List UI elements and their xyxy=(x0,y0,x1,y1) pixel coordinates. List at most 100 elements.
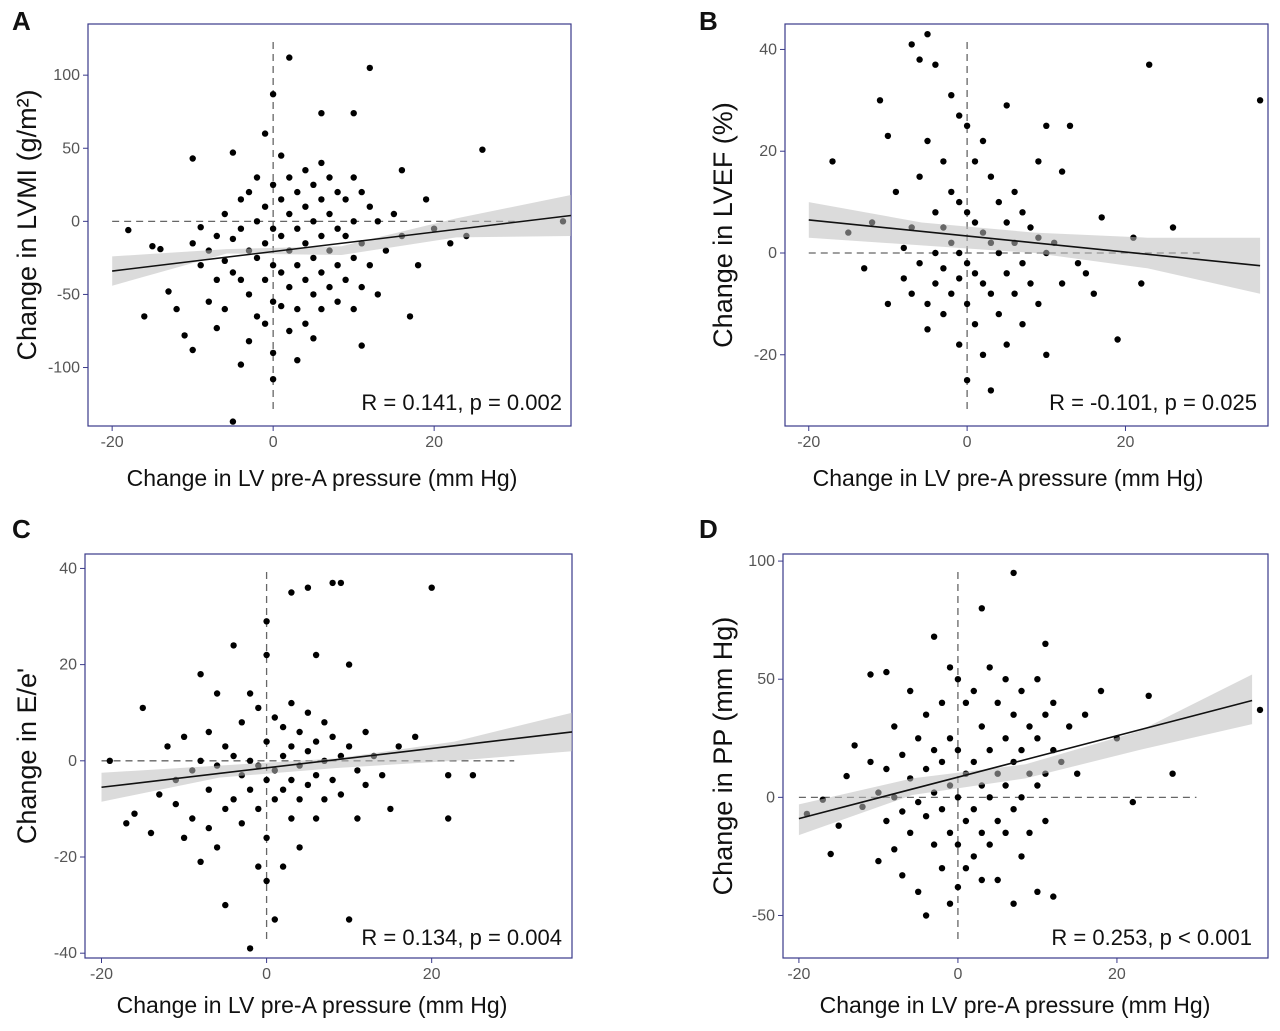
data-point xyxy=(1018,746,1025,754)
data-point xyxy=(924,137,931,145)
panel-a: A -100 -50 0 50 100 -20 0 20 Change in LVMI (g/… xyxy=(12,6,572,491)
data-point xyxy=(1019,321,1026,328)
y-axis-title: Change in E/e' xyxy=(12,668,42,844)
data-point xyxy=(948,92,955,99)
data-point xyxy=(1010,711,1017,718)
data-point xyxy=(197,262,204,269)
data-point xyxy=(979,280,987,287)
data-point xyxy=(345,743,353,750)
data-point xyxy=(900,275,907,282)
data-point xyxy=(123,820,130,827)
data-point xyxy=(987,290,995,297)
regression-line xyxy=(808,219,1261,267)
panel-b: B -20 0 20 40 -20 0 20 Change in LVEF (%) Chan… xyxy=(699,6,1269,491)
data-point xyxy=(310,254,317,262)
data-point xyxy=(238,719,245,726)
data-point xyxy=(915,888,922,895)
y-tick-label: 0 xyxy=(766,789,775,806)
data-point xyxy=(286,283,293,291)
data-point xyxy=(948,290,955,297)
data-point xyxy=(829,158,836,165)
data-point xyxy=(374,218,381,225)
data-point xyxy=(246,945,254,952)
data-point xyxy=(954,746,962,754)
data-point xyxy=(995,310,1002,318)
data-point xyxy=(1146,61,1153,68)
data-point xyxy=(125,226,132,234)
axis-ticks: -20 0 20 40 -20 0 20 xyxy=(754,41,1135,451)
data-point xyxy=(294,262,301,269)
data-point xyxy=(387,805,394,813)
data-point xyxy=(342,196,349,203)
data-point xyxy=(189,815,196,822)
data-point xyxy=(908,290,915,297)
data-point xyxy=(1002,782,1009,789)
data-point xyxy=(354,815,361,822)
x-tick-label: 20 xyxy=(1117,434,1135,451)
data-point xyxy=(1003,341,1010,348)
x-axis-title: Change in LV pre-A pressure (mm Hg) xyxy=(813,465,1204,491)
data-point xyxy=(954,841,962,848)
data-point xyxy=(1058,168,1066,175)
data-point xyxy=(156,791,163,798)
data-point xyxy=(1066,122,1074,129)
data-point xyxy=(229,149,237,156)
data-point xyxy=(956,249,963,257)
regression-fit xyxy=(101,712,573,802)
data-point xyxy=(279,863,287,870)
data-point xyxy=(213,324,220,332)
data-point xyxy=(1003,219,1010,226)
data-point xyxy=(263,651,270,659)
plot-frame xyxy=(84,553,573,959)
data-point xyxy=(278,152,285,159)
correlation-stat: R = -0.101, p = 0.025 xyxy=(1049,390,1257,415)
data-point xyxy=(924,300,931,308)
data-point xyxy=(962,817,970,825)
data-point xyxy=(263,877,270,885)
data-point xyxy=(970,758,977,766)
data-point xyxy=(304,584,312,591)
y-tick-label: 0 xyxy=(71,213,80,230)
data-point xyxy=(1043,351,1050,358)
data-point xyxy=(922,765,930,773)
data-point xyxy=(222,901,229,909)
data-point xyxy=(271,714,278,721)
data-point xyxy=(269,349,277,357)
y-axis-title: Change in LVEF (%) xyxy=(708,102,738,348)
data-point xyxy=(294,305,301,313)
data-point xyxy=(963,260,971,267)
data-point xyxy=(956,275,963,282)
data-point xyxy=(149,243,156,250)
data-point xyxy=(345,916,353,923)
data-point xyxy=(978,605,985,612)
data-point xyxy=(131,810,138,817)
data-point xyxy=(269,262,277,269)
y-axis-title: Change in PP (mm Hg) xyxy=(708,617,738,896)
data-point xyxy=(938,806,946,813)
data-point xyxy=(422,196,430,203)
data-point xyxy=(237,225,245,232)
data-point xyxy=(1002,676,1009,683)
data-point xyxy=(255,704,262,712)
data-point xyxy=(884,132,892,140)
data-point xyxy=(286,174,293,181)
data-point xyxy=(304,748,312,755)
y-tick-label: 0 xyxy=(68,753,77,770)
data-point xyxy=(329,733,336,740)
data-point xyxy=(294,188,301,196)
data-point xyxy=(312,772,320,779)
y-tick-label: 100 xyxy=(748,553,775,570)
data-point xyxy=(337,791,345,798)
confidence-band xyxy=(808,202,1261,294)
data-point xyxy=(342,232,349,240)
data-point xyxy=(1035,158,1042,165)
data-point xyxy=(995,198,1002,206)
data-point xyxy=(946,829,954,836)
data-point xyxy=(867,758,874,766)
plot-frame xyxy=(782,553,1269,959)
data-point xyxy=(288,589,295,596)
data-point xyxy=(1169,224,1177,231)
y-tick-label: 0 xyxy=(768,245,777,262)
data-point xyxy=(932,61,939,68)
x-tick-label: 20 xyxy=(425,434,443,451)
